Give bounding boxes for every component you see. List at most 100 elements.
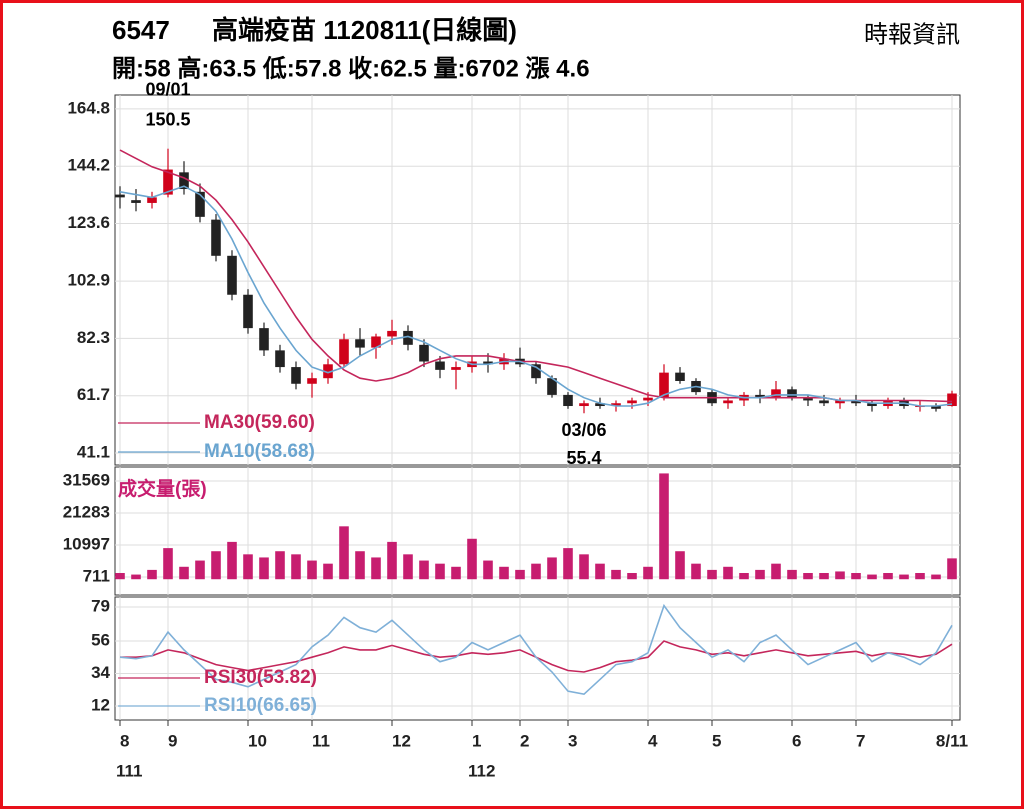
x-tick-label: 9 [168,731,177,750]
candle-body [563,394,573,407]
bar [307,560,317,580]
stock-code: 6547 [112,15,170,45]
bar [467,538,477,580]
line [119,603,953,696]
candle-body [867,403,877,407]
legend-label: MA30(59.60) [204,412,315,433]
candle-body [307,378,317,384]
candle-body [483,361,493,365]
y-tick-label: 102.9 [67,271,110,290]
bar [115,573,125,580]
candle-body [643,397,653,401]
candle-body [851,400,861,404]
bar [787,569,797,580]
bar [163,548,173,580]
bar [195,560,205,580]
bar [691,563,701,580]
candle-body [835,400,845,404]
x-tick-label: 8/11 [936,731,968,750]
candle-body [419,344,429,362]
bar [771,563,781,580]
panel-title: 成交量(張) [118,477,207,500]
bar [371,557,381,580]
bar [131,574,141,580]
y-tick-label: 21283 [63,502,110,521]
candle-body [547,378,557,395]
bar [179,566,189,580]
y-tick-label: 10997 [63,534,110,553]
candle-body [275,350,285,368]
bar [435,563,445,580]
candle-body [339,339,349,365]
candle-body [803,397,813,401]
annotation-value: 55.4 [566,448,601,468]
bar [499,566,509,580]
bar [803,573,813,580]
candle-body [531,364,541,379]
bar [451,566,461,580]
x-tick-label: 5 [712,731,721,750]
candle-body [771,389,781,398]
bar [291,554,301,580]
candle-body [243,294,253,329]
candle-body [163,169,173,195]
bar [243,554,253,580]
x-tick-label: 10 [248,731,267,750]
year-label: 112 [468,761,495,780]
candle-body [259,328,269,351]
bar [419,560,429,580]
candle-body [755,394,765,398]
bar [403,554,413,580]
y-tick-label: 711 [83,567,110,586]
bar [819,573,829,580]
y-tick-label: 144.2 [67,156,110,175]
line [119,185,953,407]
bar [867,574,877,580]
x-tick-label: 6 [792,731,801,750]
bar [531,563,541,580]
y-tick-label: 41.1 [77,443,110,462]
candle-body [355,339,365,348]
bar [755,569,765,580]
candle-body [147,197,157,203]
bar [147,569,157,580]
x-tick-label: 11 [312,731,330,750]
bar [899,574,909,580]
annotation-date: 03/06 [561,420,606,440]
line [119,149,953,403]
bar [947,558,957,580]
chart-title: 高端疫苗 1120811(日線圖) [212,15,517,45]
candle-body [371,336,381,348]
x-tick-label: 12 [392,731,411,750]
candle-body [435,361,445,370]
bar [275,551,285,580]
candle-body [659,372,669,398]
candle-body [179,172,189,190]
legend-label: RSI30(53.82) [204,667,317,688]
legend-label: RSI10(66.65) [204,695,317,716]
y-tick-label: 82.3 [77,328,110,347]
bar [931,574,941,580]
bar [323,563,333,580]
candle-body [323,364,333,379]
volume-panel [114,466,961,596]
bar [387,541,397,580]
bar [579,554,589,580]
x-tick-label: 8 [120,731,129,750]
bar [355,551,365,580]
candle-body [931,406,941,409]
bar [483,560,493,580]
bar [915,573,925,580]
bar [339,526,349,580]
candle-body [195,191,205,217]
price-panel [114,94,961,466]
bar [515,569,525,580]
y-tick-label: 79 [91,597,110,616]
x-tick-label: 2 [520,731,529,750]
x-tick-label: 1 [472,731,481,750]
candle-body [947,393,957,407]
bar [563,548,573,580]
bar [739,573,749,580]
